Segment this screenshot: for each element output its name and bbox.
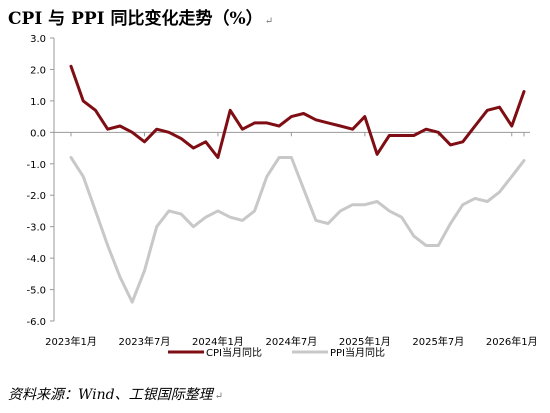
y-tick-label: -6.0 xyxy=(26,317,46,328)
x-tick-label: 2025年1月 xyxy=(339,335,391,348)
return-mark-icon: ↵ xyxy=(214,391,223,402)
chart-axes: 3.0 2.0 1.0 0.0 -1.0 -2.0 -3.0 -4.0 -5.0 -6.0 2023… xyxy=(26,34,537,348)
chart-title-text: CPI 与 PPI 同比变化走势（%） xyxy=(8,9,263,29)
y-tick-label: -5.0 xyxy=(26,286,46,297)
x-tick-label: 2026年1月 xyxy=(486,335,538,348)
chart-legend: CPI当月同比 PPI当月同比 xyxy=(168,346,385,359)
source-note: 资料来源：Wind、工银国际整理 ↵ xyxy=(8,384,223,404)
y-tick-label: -1.0 xyxy=(26,160,46,171)
x-tick-label: 2024年1月 xyxy=(192,335,244,348)
ppi-series-line xyxy=(69,156,526,304)
y-tick-label: 1.0 xyxy=(30,97,46,108)
x-tick-label: 2023年7月 xyxy=(119,335,171,348)
legend-label-ppi: PPI当月同比 xyxy=(330,346,385,359)
chart-series xyxy=(69,64,526,304)
cpi-series-line xyxy=(69,64,526,159)
y-tick-label: 0.0 xyxy=(30,128,46,139)
x-tick-label: 2023年1月 xyxy=(45,335,97,348)
legend-label-cpi: CPI当月同比 xyxy=(206,346,262,359)
return-mark-icon: ↵ xyxy=(264,16,274,27)
y-tick-label: 2.0 xyxy=(30,65,46,76)
y-tick-label: 3.0 xyxy=(30,34,46,45)
y-tick-label: -2.0 xyxy=(26,191,46,202)
source-note-text: 资料来源：Wind、工银国际整理 xyxy=(8,387,213,403)
y-tick-label: -4.0 xyxy=(26,254,46,265)
y-tick-label: -3.0 xyxy=(26,223,46,234)
x-tick-label: 2024年7月 xyxy=(265,335,317,348)
chart-title: CPI 与 PPI 同比变化走势（%） ↵ xyxy=(8,4,273,29)
x-tick-label: 2025年7月 xyxy=(412,335,464,348)
